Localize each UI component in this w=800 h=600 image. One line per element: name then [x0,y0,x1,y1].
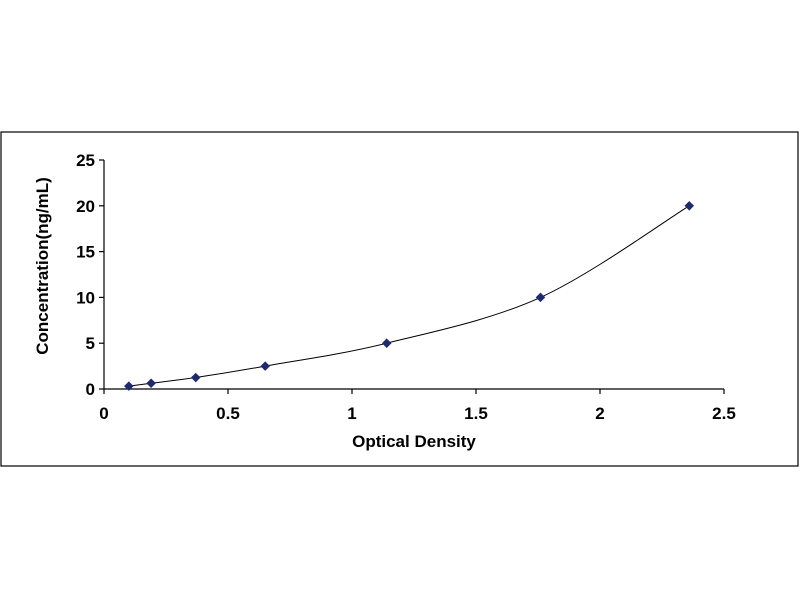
data-point [190,372,201,383]
y-tick-label: 0 [86,380,95,399]
y-tick-label: 10 [76,288,95,307]
data-point [260,361,270,371]
y-axis-ticks: 0 5 10 15 20 25 [76,151,104,399]
x-tick-label: 2.5 [712,404,736,423]
x-tick-label: 2 [595,404,604,423]
y-tick-label: 5 [86,334,95,353]
chart-area-border [0,131,799,467]
x-tick-label: 1.5 [464,404,488,423]
data-point [535,292,546,303]
x-axis-title: Optical Density [352,432,476,451]
data-point [146,378,156,388]
y-axis-title: Concentration(ng/mL) [33,177,52,355]
x-tick-label: 0.5 [216,404,240,423]
data-point [381,338,392,348]
fit-curve-line [128,205,690,387]
plot-area: 0 0.5 1 1.5 2 2.5 0 5 10 15 20 25 [76,151,736,423]
data-point [684,201,695,211]
y-tick-label: 25 [76,151,95,170]
data-points [124,201,695,391]
x-tick-label: 1 [347,404,356,423]
data-point [124,381,134,391]
y-tick-label: 20 [76,197,95,216]
y-tick-label: 15 [76,243,95,262]
x-tick-label: 0 [99,404,108,423]
x-axis-ticks: 0 0.5 1 1.5 2 2.5 [99,389,736,423]
